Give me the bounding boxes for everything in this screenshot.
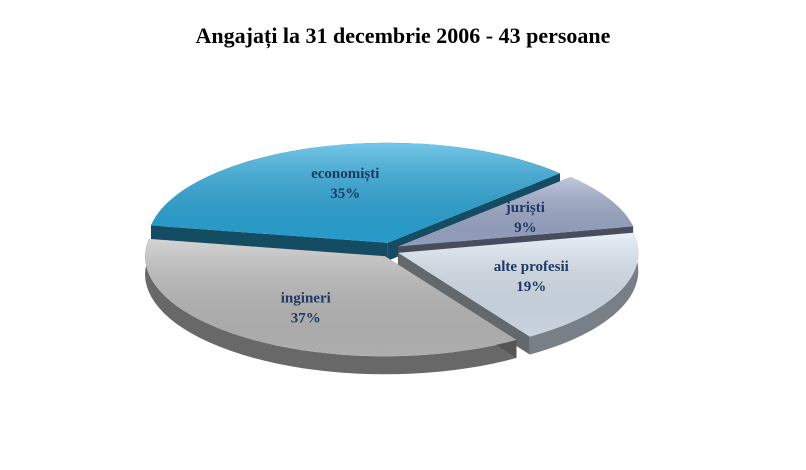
pie-slice-shade xyxy=(398,232,639,337)
slice-value-label: 9% xyxy=(514,220,537,236)
pie-slice-side xyxy=(529,232,639,355)
chart-title: Angajați la 31 decembrie 2006 - 43 perso… xyxy=(196,23,611,49)
pie-slice-side xyxy=(145,238,517,375)
pie-slice-wall xyxy=(151,225,388,261)
slice-value-label: 37% xyxy=(291,310,321,326)
slice-label: economiști xyxy=(311,166,379,182)
pie-slice-shade xyxy=(397,177,634,247)
slice-label: ingineri xyxy=(281,290,331,306)
pie-labels: economiști 35% juriști 9% alte profesii 19% in… xyxy=(281,166,569,326)
pie-slice-shade xyxy=(151,142,560,243)
slice-label: juriști xyxy=(505,200,545,216)
slice-value-label: 19% xyxy=(516,279,546,295)
pie-tops xyxy=(145,142,639,357)
slice-label: alte profesii xyxy=(494,259,569,275)
slice-value-label: 35% xyxy=(330,186,360,202)
pie-slice-shade xyxy=(145,238,517,357)
